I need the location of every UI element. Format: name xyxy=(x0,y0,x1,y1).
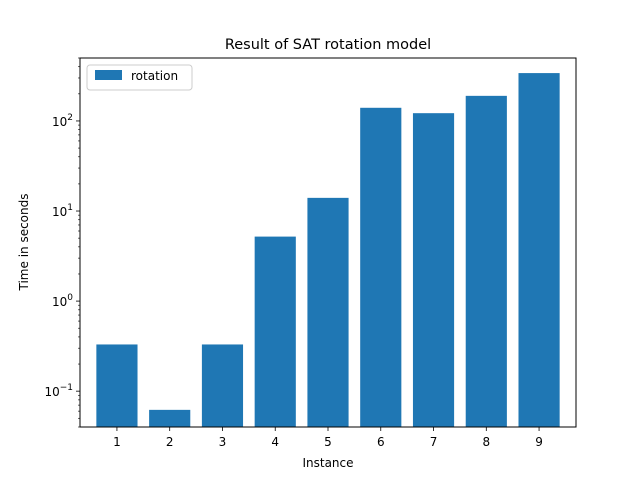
y-tick-label: 102 xyxy=(52,113,73,129)
bar-instance-4 xyxy=(254,236,296,427)
x-tick-label: 9 xyxy=(535,435,543,449)
bar-instance-2 xyxy=(149,409,191,427)
x-tick-label: 2 xyxy=(166,435,174,449)
y-axis-label: Time in seconds xyxy=(17,194,31,292)
x-tick-label: 1 xyxy=(113,435,121,449)
x-tick-label: 7 xyxy=(430,435,438,449)
x-tick-label: 4 xyxy=(271,435,279,449)
bar-instance-9 xyxy=(518,73,560,427)
plot-frame xyxy=(79,57,577,428)
legend-label: rotation xyxy=(131,69,178,83)
y-tick-label: 10−1 xyxy=(44,383,73,399)
bars-group xyxy=(96,73,560,428)
bar-instance-5 xyxy=(307,197,349,427)
bar-instance-6 xyxy=(360,107,402,427)
legend-swatch xyxy=(95,70,122,80)
bar-instance-7 xyxy=(412,113,455,428)
bar-instance-3 xyxy=(201,344,244,427)
x-axis-label: Instance xyxy=(302,456,353,470)
chart-title: Result of SAT rotation model xyxy=(225,37,431,53)
y-tick-label: 101 xyxy=(52,203,73,219)
bar-instance-8 xyxy=(465,95,507,427)
bar-instance-1 xyxy=(96,344,138,427)
y-tick-label: 100 xyxy=(52,293,73,309)
legend: rotation xyxy=(86,64,193,91)
x-tick-label: 8 xyxy=(482,435,490,449)
x-axis-ticks: 1 2 3 4 5 6 7 8 9 xyxy=(113,427,543,449)
x-tick-label: 6 xyxy=(377,435,385,449)
x-tick-label: 3 xyxy=(219,435,227,449)
y-axis-ticks: 10−1 100 101 102 xyxy=(44,57,80,428)
x-tick-label: 5 xyxy=(324,435,332,449)
